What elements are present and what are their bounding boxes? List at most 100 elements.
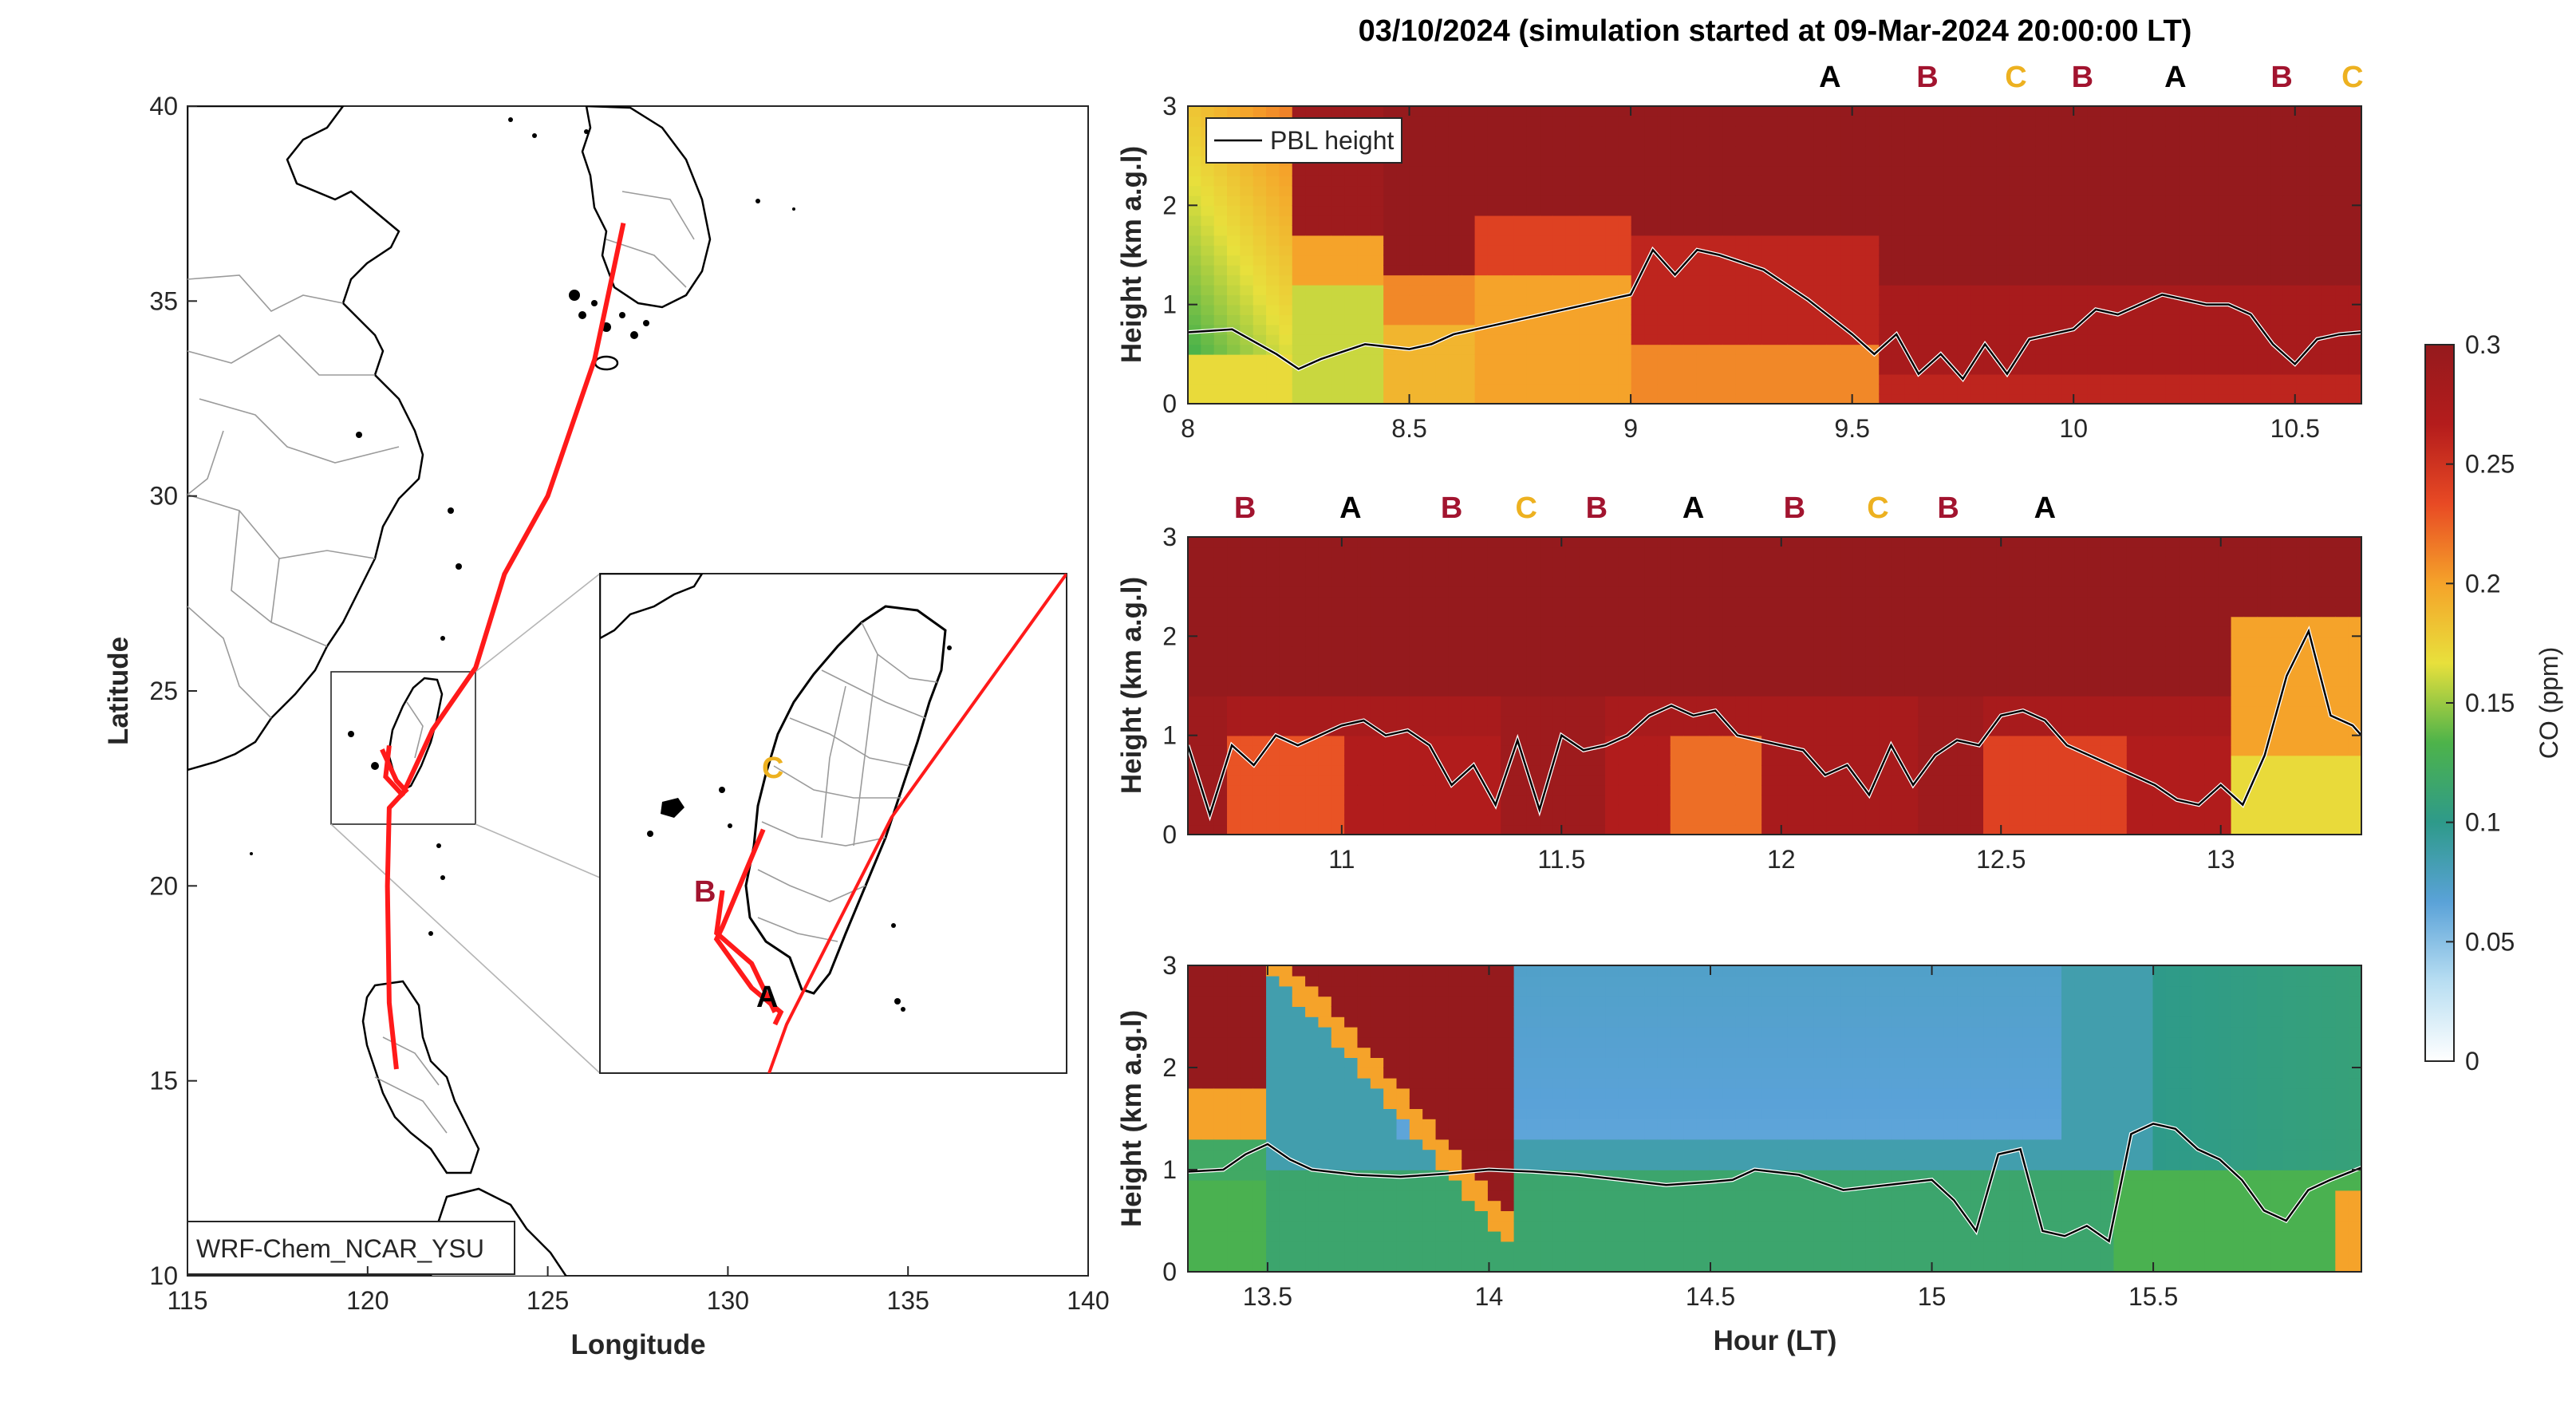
heatmap-cell: [1983, 547, 1998, 558]
heatmap-cell: [1188, 715, 1202, 727]
heatmap-cell: [1670, 735, 1684, 746]
heatmap-cell: [2282, 384, 2298, 395]
heatmap-cell: [1357, 685, 1371, 697]
heatmap-cell: [1931, 136, 1945, 147]
heatmap-cell: [1592, 596, 1606, 607]
heatmap-cell: [1983, 185, 1998, 196]
heatmap-cell: [1996, 373, 2010, 385]
heatmap-cell: [1540, 106, 1554, 117]
heatmap-cell: [1983, 125, 1998, 137]
heatmap-cell: [1513, 616, 1528, 627]
heatmap-cell: [1513, 705, 1528, 716]
heatmap-cell: [1983, 626, 1998, 637]
heatmap-cell: [1644, 784, 1659, 796]
heatmap-cell: [2204, 284, 2219, 296]
heatmap-cell: [1266, 195, 1280, 207]
heatmap-cell: [1761, 314, 1776, 326]
heatmap-cell: [2126, 195, 2140, 207]
heatmap-cell: [1722, 373, 1737, 385]
heatmap-cell: [2101, 136, 2115, 147]
heatmap-cell: [2009, 745, 2023, 756]
heatmap-cell: [1748, 784, 1762, 796]
heatmap-cell: [1201, 334, 1215, 345]
heatmap-cell: [1474, 685, 1489, 697]
heatmap-cell: [1383, 235, 1398, 246]
heatmap-cell: [1201, 676, 1215, 687]
heatmap-cell: [1526, 645, 1541, 657]
heatmap-cell: [1188, 656, 1202, 667]
heatmap-cell: [1631, 205, 1645, 216]
heatmap-cell: [1840, 205, 1854, 216]
heatmap-cell: [1513, 106, 1528, 117]
heatmap-cell: [1409, 685, 1423, 697]
heatmap-cell: [1801, 586, 1815, 598]
heatmap-cell: [2243, 255, 2258, 266]
heatmap-cell: [2335, 384, 2349, 395]
heatmap-cell: [1526, 695, 1541, 707]
heatmap-cell: [1252, 304, 1267, 315]
heatmap-cell: [1227, 685, 1241, 697]
heatmap-cell: [1565, 205, 1580, 216]
heatmap-cell: [2243, 145, 2258, 156]
heatmap-cell: [1931, 334, 1945, 345]
heatmap-cell: [1970, 205, 1984, 216]
heatmap-cell: [1801, 804, 1815, 815]
heatmap-cell: [1501, 334, 1515, 345]
heatmap-cell: [1983, 215, 1998, 226]
heatmap-cell: [1696, 235, 1710, 246]
heatmap-cell: [1735, 547, 1750, 558]
heatmap-cell: [1605, 755, 1619, 766]
heatmap-cell: [1983, 537, 1998, 548]
heatmap-cell: [2087, 556, 2101, 568]
heatmap-cell: [2152, 393, 2167, 404]
heatmap-cell: [1774, 705, 1789, 716]
heatmap-cell: [2061, 556, 2076, 568]
heatmap-cell: [1709, 373, 1723, 385]
heatmap-cell: [1904, 784, 1919, 796]
heatmap-cell: [1761, 656, 1776, 667]
heatmap-cell: [1787, 676, 1801, 687]
heatmap-cell: [1683, 676, 1698, 687]
heatmap-cell: [2204, 205, 2219, 216]
heatmap-cell: [2101, 353, 2115, 365]
heatmap-cell: [2126, 373, 2140, 385]
heatmap-cell: [1852, 725, 1867, 736]
heatmap-cell: [1774, 775, 1789, 786]
heatmap-cell: [1448, 784, 1463, 796]
heatmap-cell: [1943, 245, 1959, 256]
heatmap-cell: [1592, 314, 1606, 326]
inset-route-transect: [713, 828, 784, 1026]
heatmap-cell: [2087, 364, 2101, 375]
heatmap-cell: [1370, 784, 1384, 796]
heatmap-cell: [1852, 606, 1867, 618]
heatmap-cell: [1592, 656, 1606, 667]
heatmap-cell: [1631, 235, 1645, 246]
heatmap-cell: [1344, 606, 1359, 618]
heatmap-cell: [1565, 165, 1580, 176]
heatmap-cell: [2087, 195, 2101, 207]
heatmap-cell: [1657, 735, 1671, 746]
heatmap-cell: [2113, 705, 2128, 716]
heatmap-cell: [1188, 784, 1202, 796]
heatmap-cell: [1396, 264, 1410, 276]
heatmap-cell: [1865, 324, 1880, 335]
heatmap-cell: [2322, 393, 2337, 404]
heatmap-cell: [2165, 235, 2180, 246]
heatmap-cell: [1396, 824, 1410, 835]
heatmap-cell: [1201, 656, 1215, 667]
heatmap-cell: [1579, 116, 1593, 127]
heatmap-cell: [1318, 205, 1332, 216]
heatmap-cell: [1279, 576, 1293, 587]
heatmap-cell: [1487, 685, 1502, 697]
heatmap-cell: [2348, 185, 2361, 196]
heatmap-cell: [1840, 685, 1854, 697]
heatmap-cell: [1579, 715, 1593, 727]
heatmap-cell: [1188, 705, 1202, 716]
heatmap-cell: [1696, 586, 1710, 598]
heatmap-cell: [2140, 384, 2154, 395]
heatmap-cell: [1462, 235, 1476, 246]
heatmap-cell: [2191, 264, 2206, 276]
heatmap-cell: [1644, 645, 1659, 657]
heatmap-cell: [1657, 685, 1671, 697]
heatmap-cell: [2061, 176, 2076, 187]
